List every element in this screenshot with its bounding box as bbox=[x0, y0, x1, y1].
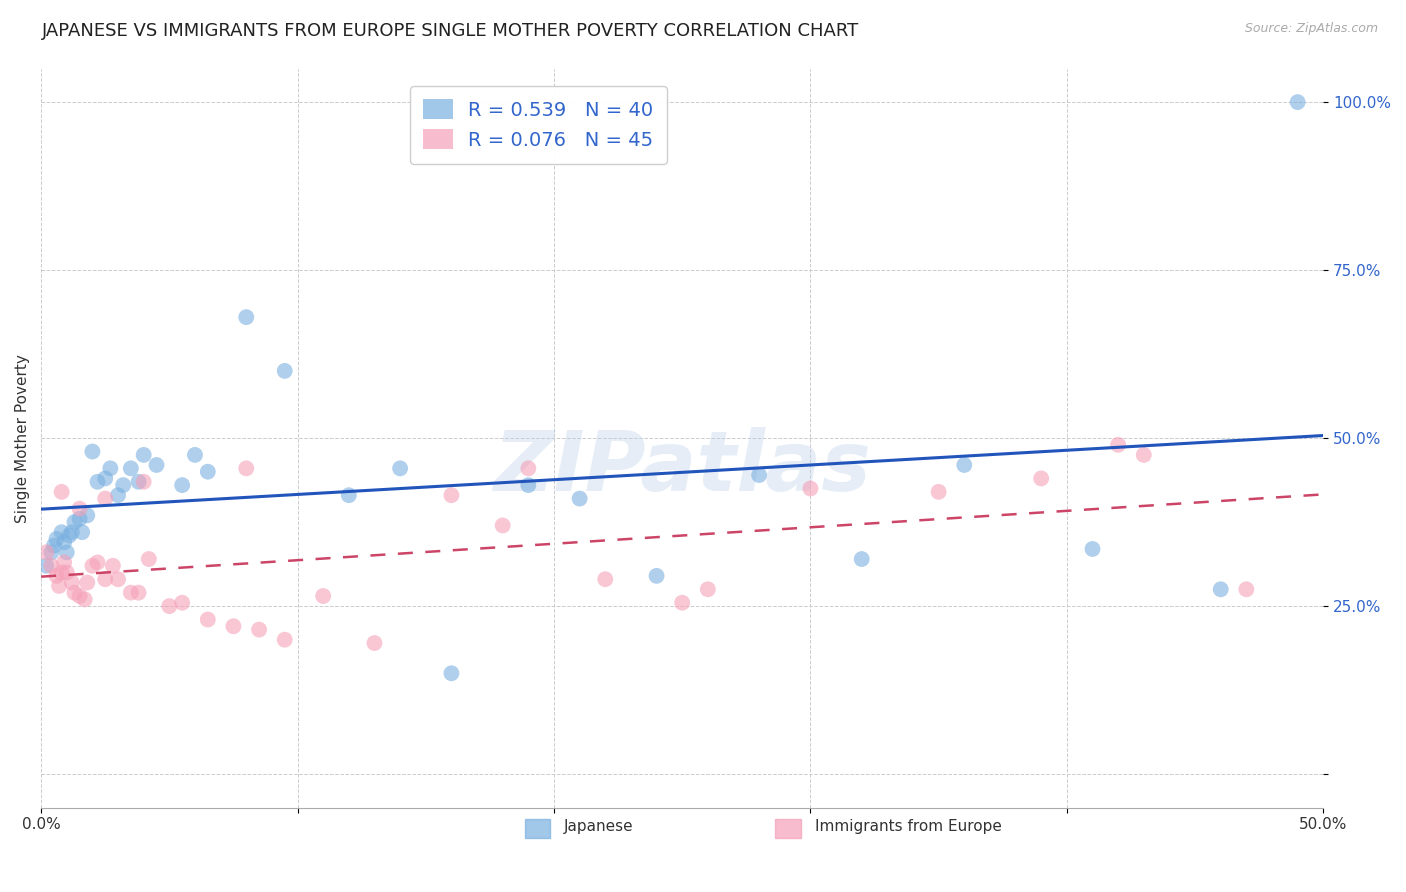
Point bbox=[69, 512, 91, 526]
Text: JAPANESE VS IMMIGRANTS FROM EUROPE SINGLE MOTHER POVERTY CORRELATION CHART: JAPANESE VS IMMIGRANTS FROM EUROPE SINGL… bbox=[42, 22, 859, 40]
Point bbox=[1081, 541, 1104, 556]
Point bbox=[197, 613, 219, 627]
Point bbox=[1031, 471, 1053, 485]
Point bbox=[568, 491, 591, 506]
Point bbox=[42, 539, 65, 553]
Point bbox=[60, 525, 83, 540]
Point bbox=[235, 310, 257, 325]
Point bbox=[851, 552, 873, 566]
Text: Immigrants from Europe: Immigrants from Europe bbox=[815, 820, 1001, 834]
Point bbox=[41, 558, 63, 573]
Point bbox=[51, 484, 73, 499]
Point bbox=[247, 623, 270, 637]
Point bbox=[73, 592, 96, 607]
Point bbox=[696, 582, 718, 597]
Point bbox=[363, 636, 385, 650]
Point bbox=[517, 461, 540, 475]
Point bbox=[184, 448, 207, 462]
Point bbox=[235, 461, 257, 475]
Point bbox=[1209, 582, 1232, 597]
Y-axis label: Single Mother Poverty: Single Mother Poverty bbox=[15, 353, 30, 523]
Point bbox=[69, 589, 91, 603]
Point bbox=[55, 566, 77, 580]
Point bbox=[112, 478, 135, 492]
Point bbox=[645, 569, 668, 583]
Text: Source: ZipAtlas.com: Source: ZipAtlas.com bbox=[1244, 22, 1378, 36]
Point bbox=[69, 501, 91, 516]
Point bbox=[82, 444, 104, 458]
Point bbox=[1286, 95, 1309, 109]
Text: ZIPatlas: ZIPatlas bbox=[494, 427, 872, 508]
Point bbox=[748, 468, 770, 483]
Point bbox=[928, 484, 950, 499]
Point bbox=[76, 575, 98, 590]
Point bbox=[94, 572, 117, 586]
Point bbox=[55, 545, 77, 559]
Point bbox=[101, 558, 124, 573]
Point bbox=[35, 558, 58, 573]
Point bbox=[440, 488, 463, 502]
Point bbox=[51, 525, 73, 540]
Point bbox=[45, 532, 67, 546]
Point bbox=[1107, 438, 1129, 452]
Point bbox=[35, 545, 58, 559]
Point bbox=[1132, 448, 1154, 462]
Point bbox=[94, 471, 117, 485]
Point bbox=[671, 596, 693, 610]
Point bbox=[222, 619, 245, 633]
Point bbox=[53, 535, 76, 549]
Point bbox=[128, 585, 150, 599]
Point bbox=[145, 458, 167, 472]
Point bbox=[128, 475, 150, 489]
Legend: R = 0.539   N = 40, R = 0.076   N = 45: R = 0.539 N = 40, R = 0.076 N = 45 bbox=[409, 86, 666, 163]
Point bbox=[107, 572, 129, 586]
Point bbox=[120, 461, 142, 475]
Point bbox=[492, 518, 515, 533]
Point bbox=[53, 556, 76, 570]
Point bbox=[41, 545, 63, 559]
Point bbox=[172, 478, 194, 492]
Point bbox=[593, 572, 616, 586]
Point bbox=[98, 461, 121, 475]
Point bbox=[337, 488, 360, 502]
Point bbox=[799, 482, 821, 496]
Point bbox=[132, 448, 155, 462]
Point bbox=[94, 491, 117, 506]
Point bbox=[82, 558, 104, 573]
Point bbox=[120, 585, 142, 599]
Point bbox=[172, 596, 194, 610]
Point bbox=[157, 599, 180, 613]
Point bbox=[107, 488, 129, 502]
Point bbox=[63, 585, 86, 599]
Point bbox=[48, 579, 70, 593]
Point bbox=[197, 465, 219, 479]
Point bbox=[63, 515, 86, 529]
Point bbox=[86, 556, 108, 570]
Point bbox=[440, 666, 463, 681]
Point bbox=[76, 508, 98, 523]
Point bbox=[132, 475, 155, 489]
Point bbox=[86, 475, 108, 489]
Point bbox=[274, 632, 297, 647]
Point bbox=[51, 566, 73, 580]
Point bbox=[389, 461, 412, 475]
Point bbox=[1234, 582, 1257, 597]
Point bbox=[58, 528, 80, 542]
Point bbox=[312, 589, 335, 603]
Point bbox=[60, 575, 83, 590]
Point bbox=[70, 525, 93, 540]
Point bbox=[45, 569, 67, 583]
Point bbox=[274, 364, 297, 378]
Point bbox=[517, 478, 540, 492]
Text: Japanese: Japanese bbox=[564, 820, 634, 834]
Point bbox=[138, 552, 160, 566]
Point bbox=[953, 458, 976, 472]
